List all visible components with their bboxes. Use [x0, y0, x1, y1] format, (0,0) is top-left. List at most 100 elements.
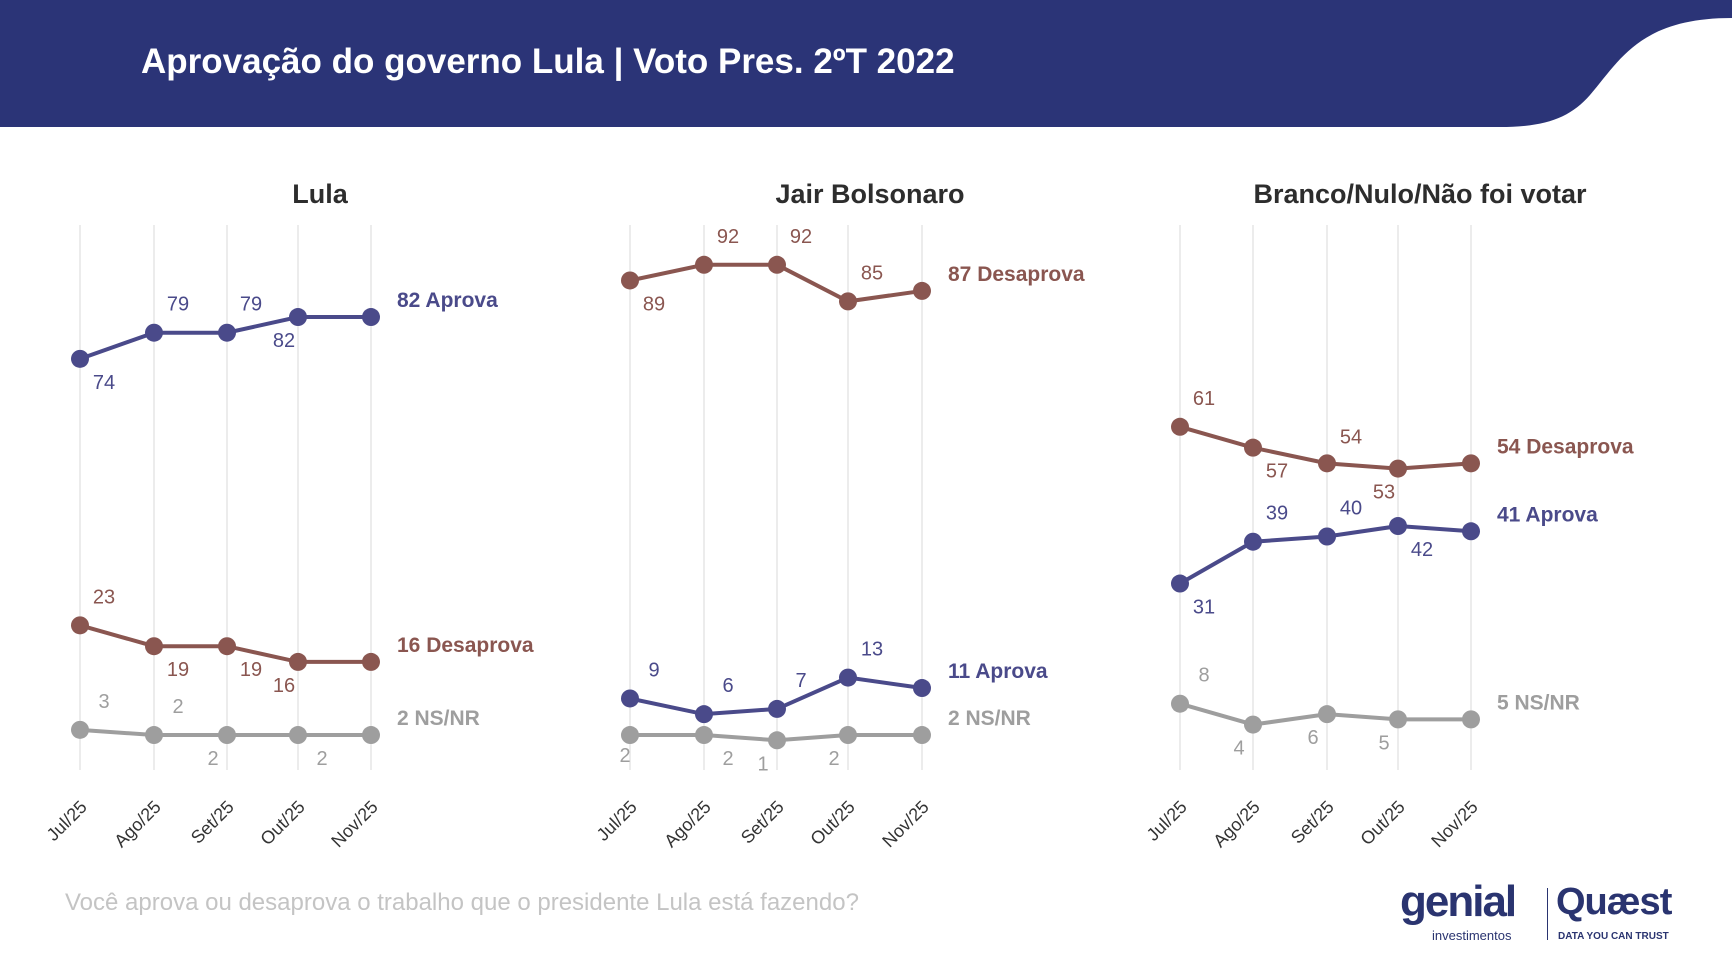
x-tick-label: Out/25	[1356, 797, 1408, 849]
data-label: 7	[795, 670, 806, 692]
data-label: 57	[1266, 461, 1288, 483]
chart-panel: Jair Bolsonaro Jul/25 Ago/25 Set/25 Out/25 No…	[593, 179, 1085, 851]
x-tick-label: Ago/25	[660, 797, 714, 851]
data-point-desaprova	[839, 292, 857, 311]
data-label: 6	[722, 675, 733, 697]
data-label: 54	[1340, 426, 1362, 448]
data-label: 40	[1340, 498, 1362, 520]
end-label-desaprova: 87 Desaprova	[948, 263, 1085, 286]
chart-title: Lula	[292, 179, 348, 209]
data-point-aprova	[145, 323, 163, 342]
data-point-aprova	[913, 679, 931, 698]
data-point-desaprova	[695, 255, 713, 274]
data-label: 61	[1193, 388, 1215, 410]
end-label-desaprova: 54 Desaprova	[1497, 435, 1634, 458]
end-label-aprova: 82 Aprova	[397, 289, 498, 312]
data-label: 9	[648, 659, 659, 681]
data-label: 42	[1411, 539, 1433, 561]
x-tick-label: Out/25	[806, 797, 858, 849]
data-point-ns	[289, 726, 307, 745]
data-point-desaprova	[768, 255, 786, 274]
data-label: 16	[273, 675, 295, 697]
data-point-ns	[71, 720, 89, 739]
x-tick-label: Nov/25	[327, 797, 381, 851]
data-point-ns	[218, 726, 236, 745]
data-label: 2	[722, 748, 733, 770]
genial-logo: genial	[1400, 877, 1517, 926]
data-label: 79	[167, 294, 189, 316]
data-point-desaprova	[1244, 438, 1262, 457]
quaest-logo: Quæst	[1556, 881, 1672, 923]
data-point-ns	[839, 726, 857, 745]
data-point-desaprova	[1389, 459, 1407, 478]
data-point-ns	[1318, 705, 1336, 724]
data-point-aprova	[1462, 522, 1480, 541]
quaest-logo-tagline: DATA YOU CAN TRUST	[1558, 931, 1669, 942]
data-point-aprova	[839, 668, 857, 687]
data-point-ns	[695, 726, 713, 745]
data-point-aprova	[71, 349, 89, 368]
data-point-ns	[1389, 710, 1407, 729]
data-label: 79	[240, 294, 262, 316]
x-tick-label: Nov/25	[878, 797, 932, 851]
data-point-desaprova	[362, 652, 380, 671]
data-label: 2	[316, 748, 327, 770]
data-point-aprova	[218, 323, 236, 342]
data-label: 92	[717, 226, 739, 248]
data-point-ns	[1171, 694, 1189, 713]
data-point-ns	[362, 726, 380, 745]
data-point-aprova	[1318, 527, 1336, 546]
data-label: 31	[1193, 597, 1215, 619]
data-label: 3	[98, 691, 109, 713]
data-label: 5	[1378, 732, 1389, 754]
data-point-ns	[1462, 710, 1480, 729]
x-tick-label: Ago/25	[110, 797, 164, 851]
data-label: 19	[167, 659, 189, 681]
data-label: 39	[1266, 503, 1288, 525]
data-label: 19	[240, 659, 262, 681]
data-point-ns	[145, 726, 163, 745]
data-point-desaprova	[1171, 417, 1189, 436]
data-point-ns	[913, 726, 931, 745]
data-label: 2	[172, 696, 183, 718]
data-point-desaprova	[145, 637, 163, 656]
data-point-desaprova	[1462, 454, 1480, 473]
x-tick-label: Set/25	[737, 797, 788, 848]
data-point-desaprova	[218, 637, 236, 656]
end-label-ns: 2 NS/NR	[948, 707, 1031, 730]
data-point-desaprova	[71, 616, 89, 635]
data-point-aprova	[695, 705, 713, 724]
data-point-aprova	[362, 308, 380, 327]
end-label-ns: 5 NS/NR	[1497, 691, 1580, 714]
data-point-aprova	[1389, 517, 1407, 536]
x-tick-label: Out/25	[256, 797, 308, 849]
chart-title: Branco/Nulo/Não foi votar	[1253, 179, 1587, 209]
data-point-aprova	[1171, 574, 1189, 593]
data-point-ns	[1244, 715, 1262, 734]
x-tick-label: Nov/25	[1427, 797, 1481, 851]
end-label-aprova: 41 Aprova	[1497, 503, 1598, 526]
data-label: 13	[861, 639, 883, 661]
survey-question: Você aprova ou desaprova o trabalho que …	[65, 889, 859, 916]
data-label: 82	[273, 330, 295, 352]
x-tick-label: Ago/25	[1209, 797, 1263, 851]
data-point-desaprova	[913, 281, 931, 300]
data-label: 89	[643, 293, 665, 315]
data-label: 2	[828, 748, 839, 770]
page-title: Aprovação do governo Lula | Voto Pres. 2…	[141, 42, 955, 81]
data-point-aprova	[768, 699, 786, 718]
data-point-ns	[621, 726, 639, 745]
data-label: 2	[207, 748, 218, 770]
end-label-ns: 2 NS/NR	[397, 707, 480, 730]
chart-title: Jair Bolsonaro	[775, 179, 964, 209]
data-label: 2	[619, 745, 630, 767]
data-label: 23	[93, 586, 115, 608]
data-label: 4	[1233, 738, 1244, 760]
data-label: 8	[1198, 665, 1209, 687]
data-point-desaprova	[289, 652, 307, 671]
chart-panel: Lula Jul/25 Ago/25 Set/25 Out/25 Nov/25 74 79 79…	[43, 179, 534, 851]
x-tick-label: Set/25	[187, 797, 238, 848]
data-point-desaprova	[1318, 454, 1336, 473]
data-label: 92	[790, 226, 812, 248]
